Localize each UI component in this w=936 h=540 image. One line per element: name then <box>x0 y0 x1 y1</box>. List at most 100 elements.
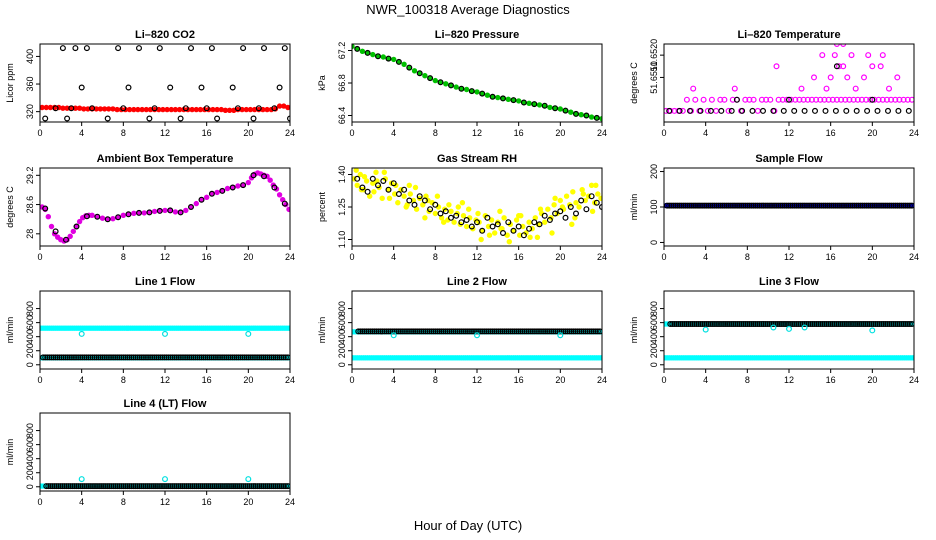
data-point <box>399 328 406 335</box>
data-point <box>896 321 903 328</box>
y-tick-label: 1.40 <box>337 166 347 184</box>
data-point <box>884 107 891 114</box>
data-point <box>268 483 275 490</box>
data-point <box>691 321 698 328</box>
data-point <box>71 483 78 490</box>
data-point <box>473 328 480 335</box>
data-point <box>460 328 467 335</box>
data-point <box>120 105 127 112</box>
data-point <box>520 99 527 106</box>
data-point <box>686 107 693 114</box>
x-tick-label: 0 <box>661 128 666 138</box>
data-point <box>782 321 789 328</box>
data-point <box>892 96 899 103</box>
data-point <box>704 107 711 114</box>
data-point <box>240 182 247 189</box>
y-axis-label: ml/min <box>629 194 639 221</box>
data-point <box>136 354 143 361</box>
data-point <box>175 483 182 490</box>
data-point <box>437 210 444 217</box>
data-point <box>568 328 575 335</box>
x-tick-label: 8 <box>745 252 750 262</box>
x-tick-label: 12 <box>160 497 170 507</box>
y-tick-label: 600 <box>649 315 659 330</box>
data-point <box>557 208 564 215</box>
data-point <box>693 321 700 328</box>
data-point <box>515 328 522 335</box>
x-tick-label: 20 <box>555 252 565 262</box>
data-point <box>801 324 808 331</box>
data-point <box>116 483 123 490</box>
data-point <box>463 217 470 224</box>
data-point <box>264 483 271 490</box>
data-point <box>198 84 205 91</box>
data-point <box>810 202 817 209</box>
data-point <box>156 207 163 214</box>
data-point <box>462 328 469 335</box>
y-tick-label: 0 <box>337 362 347 367</box>
data-point <box>729 202 736 209</box>
data-point <box>493 328 500 335</box>
data-point <box>103 354 110 361</box>
data-point <box>446 202 452 208</box>
data-point <box>365 328 372 335</box>
data-point <box>359 184 366 191</box>
data-point <box>738 321 745 328</box>
data-point <box>463 223 470 230</box>
data-point <box>584 328 591 335</box>
data-point <box>701 202 708 209</box>
data-point <box>198 196 205 203</box>
data-point <box>99 354 106 361</box>
data-point <box>573 200 579 206</box>
y-tick-label: 51.6510 <box>649 61 659 94</box>
data-point <box>177 115 184 122</box>
data-point <box>822 107 829 114</box>
data-point <box>758 321 765 328</box>
data-point <box>527 234 533 241</box>
data-point <box>79 483 86 490</box>
data-point <box>862 321 869 328</box>
data-point <box>189 483 196 490</box>
data-point <box>531 101 538 108</box>
data-point <box>833 96 840 103</box>
data-point <box>791 321 798 328</box>
x-tick-label: 16 <box>202 497 212 507</box>
data-point <box>244 483 251 490</box>
data-point <box>458 219 465 226</box>
data-point <box>104 483 111 490</box>
data-point <box>775 202 782 209</box>
data-point <box>122 483 129 490</box>
x-tick-label: 20 <box>243 128 253 138</box>
data-point <box>188 45 195 52</box>
data-point <box>827 321 834 328</box>
data-point <box>572 110 579 117</box>
x-tick-label: 24 <box>909 128 919 138</box>
data-point <box>194 354 201 361</box>
data-layer <box>40 170 290 244</box>
data-point <box>83 213 90 220</box>
data-point <box>110 483 117 490</box>
data-point <box>807 321 814 328</box>
data-point <box>426 328 433 335</box>
panel-title: Li–820 CO2 <box>135 29 195 41</box>
data-point <box>64 354 71 361</box>
data-point <box>76 218 83 225</box>
x-tick-label: 24 <box>909 375 919 385</box>
data-point <box>666 202 673 209</box>
data-point <box>717 321 724 328</box>
data-point <box>276 192 283 198</box>
data-point <box>680 202 687 209</box>
data-point <box>882 202 889 209</box>
y-tick-label: 1.10 <box>337 231 347 249</box>
panel-title: Gas Stream RH <box>437 153 517 165</box>
data-point <box>414 328 421 335</box>
data-point <box>492 230 498 236</box>
x-tick-label: 12 <box>472 375 482 385</box>
data-point <box>122 354 129 361</box>
data-point <box>531 219 538 226</box>
data-point <box>278 483 285 490</box>
data-point <box>223 354 230 361</box>
data-point <box>48 354 55 361</box>
data-point <box>128 483 135 490</box>
data-point <box>167 207 174 214</box>
